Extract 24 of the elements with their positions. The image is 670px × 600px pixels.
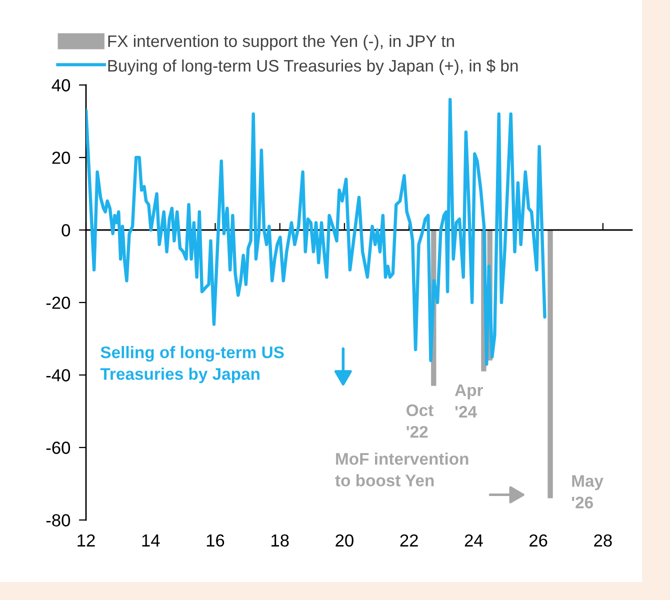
y-tick-label: -80 (46, 514, 70, 526)
x-tick-label: 24 (464, 534, 483, 546)
y-tick-label: 0 (62, 224, 70, 236)
x-tick-label: 12 (78, 534, 95, 546)
annotation: MoF intervention to boost Yen (335, 452, 468, 486)
annotation: Apr '24 (454, 384, 483, 418)
x-tick-label: 22 (400, 534, 418, 546)
y-tick-label: 20 (52, 152, 70, 164)
x-tick-label: 18 (272, 534, 289, 547)
x-tick-label: 20 (336, 534, 354, 547)
y-tick-label: -40 (46, 369, 70, 382)
line-series (86, 98, 546, 366)
legend-label: Buying of long-term US Treasuries by Japan (+), in $ bn (108, 59, 518, 75)
legend-label: FX intervention to support the Yen (-), in JPY tn (108, 34, 454, 50)
x-tick-label: 14 (142, 534, 160, 546)
y-tick-label: -60 (46, 442, 70, 454)
x-tick-label: 28 (594, 534, 612, 547)
x-tick-label: 26 (530, 534, 548, 547)
y-tick-label: 40 (52, 79, 70, 92)
y-tick-label: -20 (46, 296, 70, 309)
x-tick-label: 16 (206, 534, 224, 547)
annotation: May '26 (572, 475, 604, 508)
annotation: Oct '22 (406, 404, 434, 438)
annotation: Selling of long-term US Treasuries by Japan (100, 346, 284, 384)
